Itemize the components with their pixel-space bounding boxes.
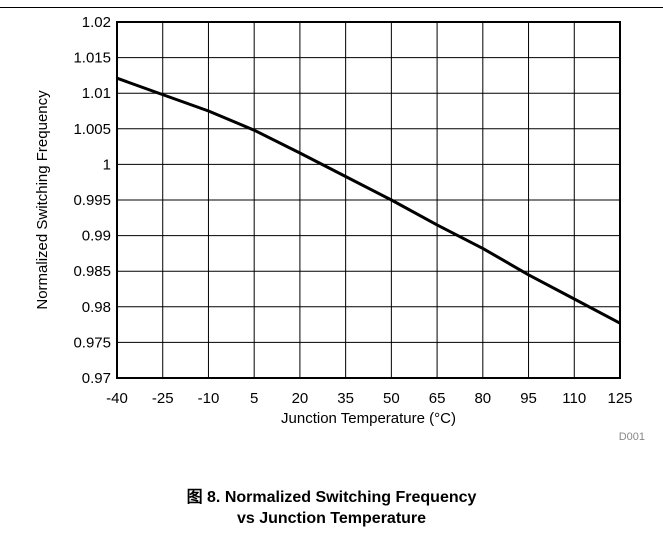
y-tick-label: 1.02 xyxy=(82,14,111,31)
y-tick-label: 1.01 xyxy=(82,85,111,102)
figure-caption: 图 8. Normalized Switching Frequency vs J… xyxy=(0,487,663,529)
series-group xyxy=(116,76,621,325)
y-tick-label: 0.995 xyxy=(73,192,111,209)
y-tick-label: 0.98 xyxy=(82,299,111,316)
y-axis-label: Normalized Switching Frequency xyxy=(34,90,51,310)
x-tick-label: -40 xyxy=(106,390,128,407)
x-tick-label: -10 xyxy=(198,390,220,407)
x-tick-label: 65 xyxy=(429,390,446,407)
x-axis-label: Junction Temperature (°C) xyxy=(281,410,456,427)
caption-line-1: 图 8. Normalized Switching Frequency xyxy=(186,489,477,506)
y-tick-label: 0.99 xyxy=(82,228,111,245)
y-tick-label: 0.97 xyxy=(82,370,111,387)
plot-frame xyxy=(116,21,621,379)
x-tick-label: 50 xyxy=(383,390,400,407)
top-rule xyxy=(0,7,663,8)
y-tick-label: 1.015 xyxy=(73,50,111,67)
y-tick-label: 1.005 xyxy=(73,121,111,138)
grid xyxy=(117,22,620,378)
x-tick-label: 35 xyxy=(337,390,354,407)
line-chart: -40 -25 -10 5 20 35 50 65 80 95 110 125 0.970.9750.… xyxy=(34,14,645,443)
y-tick-label: 0.985 xyxy=(73,263,111,280)
x-tick-label: 20 xyxy=(292,390,309,407)
series-line xyxy=(116,76,621,325)
x-tick-label: 125 xyxy=(607,390,632,407)
x-tick-label: 95 xyxy=(520,390,537,407)
x-tick-label: -25 xyxy=(152,390,174,407)
y-tick-label: 0.975 xyxy=(73,334,111,351)
y-tick-label: 1 xyxy=(103,156,111,173)
x-tick-label: 5 xyxy=(250,390,258,407)
x-tick-label: 110 xyxy=(562,390,586,407)
y-tick-labels: 0.97 0.975 0.98 0.985 0.99 0.995 1 1.005 1.01 1.0… xyxy=(73,14,111,387)
x-tick-labels: -40 -25 -10 5 20 35 50 65 80 95 110 125 xyxy=(106,390,632,407)
figure-code: D001 xyxy=(619,431,645,443)
caption-line-2: vs Junction Temperature xyxy=(236,510,427,527)
x-tick-label: 80 xyxy=(474,390,491,407)
